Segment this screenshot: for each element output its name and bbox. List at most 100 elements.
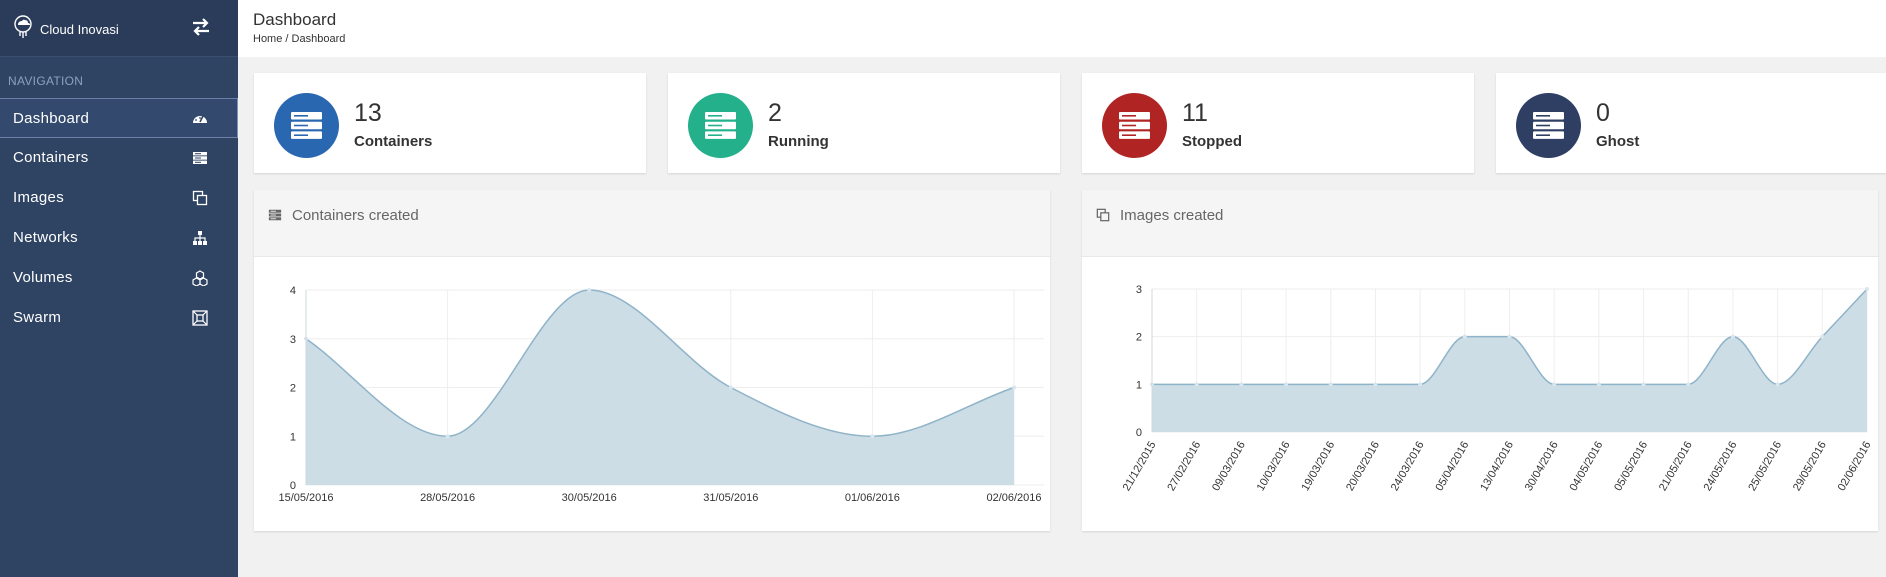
x-tick-label: 05/04/2016 [1433,440,1471,494]
data-point[interactable] [1194,382,1199,387]
sidebar-item-label: Networks [13,229,78,246]
x-tick-label: 31/05/2016 [703,492,758,504]
x-tick-label: 15/05/2016 [278,492,333,504]
server-icon [193,152,207,164]
stat-circle [1102,93,1167,158]
y-tick-label: 1 [1136,379,1142,391]
stat-card-stopped[interactable]: 11 Stopped [1082,73,1474,173]
sidebar-item-label: Containers [13,149,89,166]
sidebar-item-volumes[interactable]: Volumes [0,258,238,298]
data-point[interactable] [1239,382,1244,387]
x-tick-label: 29/05/2016 [1791,440,1829,494]
sidebar-item-label: Dashboard [13,110,90,127]
page-header: Dashboard Home / Dashboard [238,0,1886,57]
server-icon [1119,112,1150,139]
stat-label: Running [768,133,829,150]
y-tick-label: 0 [290,480,296,492]
swarm-icon [192,310,208,326]
copy-icon [1096,208,1110,222]
server-icon [291,112,322,139]
x-tick-label: 09/03/2016 [1210,440,1248,494]
y-tick-label: 2 [290,383,296,395]
data-point[interactable] [1328,382,1333,387]
x-tick-label: 30/05/2016 [562,492,617,504]
x-tick-label: 30/04/2016 [1523,440,1561,494]
server-icon [268,209,282,221]
x-tick-label: 02/06/2016 [1836,440,1874,494]
y-tick-label: 4 [290,285,296,297]
sidebar-item-label: Images [13,189,64,206]
series-area [306,290,1014,485]
images-chart-panel: Images created 0 1 2 3 21/12/2015 27/02/2016 0… [1082,190,1878,531]
sidebar-item-containers[interactable]: Containers [0,138,238,178]
y-tick-label: 2 [1136,332,1142,344]
page-title: Dashboard [253,10,337,29]
stat-circle [274,93,339,158]
stat-label: Stopped [1182,133,1242,150]
stat-card-running[interactable]: 2 Running [668,73,1060,173]
sidebar-item-dashboard[interactable]: Dashboard [0,98,238,138]
data-point[interactable] [1552,382,1557,387]
data-point[interactable] [1507,334,1512,339]
data-point[interactable] [870,434,875,439]
x-tick-label: 25/05/2016 [1746,440,1784,494]
y-tick-label: 3 [290,334,296,346]
dashboard-icon [193,115,207,123]
stat-value: 11 [1182,99,1208,127]
x-tick-label: 27/02/2016 [1165,440,1203,494]
cubes-icon [192,270,208,286]
y-tick-label: 3 [1136,284,1142,296]
x-tick-label: 20/03/2016 [1344,440,1382,494]
stat-value: 13 [354,99,382,127]
stat-value: 0 [1596,99,1610,127]
data-point[interactable] [728,385,733,390]
data-point[interactable] [1462,334,1467,339]
stat-card-ghost[interactable]: 0 Ghost [1496,73,1886,173]
series-line [1151,288,1868,386]
server-icon [705,112,736,139]
server-icon [1533,112,1564,139]
stat-card-containers[interactable]: 13 Containers [254,73,646,173]
data-point[interactable] [1730,334,1735,339]
x-tick-label: 24/05/2016 [1702,440,1740,494]
panel-header: Images created [1082,190,1878,257]
data-point[interactable] [1865,287,1869,291]
panel-header: Containers created [254,190,1050,257]
copy-icon [192,190,208,206]
series-line [305,289,1015,438]
x-tick-label: 24/03/2016 [1389,440,1427,494]
breadcrumb: Home / Dashboard [253,33,345,45]
data-point[interactable] [445,434,450,439]
data-point[interactable] [1686,382,1691,387]
data-point[interactable] [1373,382,1378,387]
stat-label: Ghost [1596,133,1640,150]
x-tick-label: 05/05/2016 [1612,440,1650,494]
data-point[interactable] [1775,382,1780,387]
data-point[interactable] [1820,334,1825,339]
sidebar: Cloud Inovasi NAVIGATION Dashboard Conta… [0,0,238,577]
data-point[interactable] [587,288,592,292]
panel-title: Containers created [292,207,419,224]
x-tick-label: 21/12/2015 [1121,440,1159,494]
sidebar-toggle-icon[interactable] [190,16,212,38]
data-point[interactable] [1284,382,1289,387]
stat-circle [688,93,753,158]
stat-circle [1516,93,1581,158]
brand-logo-icon [14,15,32,38]
breadcrumb-home-link[interactable]: Home [253,33,283,45]
images-created-chart: 0 1 2 3 21/12/2015 27/02/2016 09/03/2016 10/03/… [1121,284,1874,494]
nav-menu: Dashboard Containers Images Networks [0,98,238,338]
x-tick-label: 19/03/2016 [1299,440,1337,494]
containers-chart-panel: Containers created 0 1 2 3 4 15/05/2016 28/05/… [254,190,1050,531]
containers-created-chart: 0 1 2 3 4 15/05/2016 28/05/2016 30/05/2016 31/05… [278,285,1044,504]
series-area [1152,289,1867,432]
sidebar-item-networks[interactable]: Networks [0,218,238,258]
data-point[interactable] [1596,382,1601,387]
sidebar-item-images[interactable]: Images [0,178,238,218]
panel-title: Images created [1120,207,1224,224]
x-tick-label: 04/05/2016 [1568,440,1606,494]
data-point[interactable] [1641,382,1646,387]
data-point[interactable] [1012,385,1016,390]
data-point[interactable] [1418,382,1423,387]
sidebar-item-swarm[interactable]: Swarm [0,298,238,338]
